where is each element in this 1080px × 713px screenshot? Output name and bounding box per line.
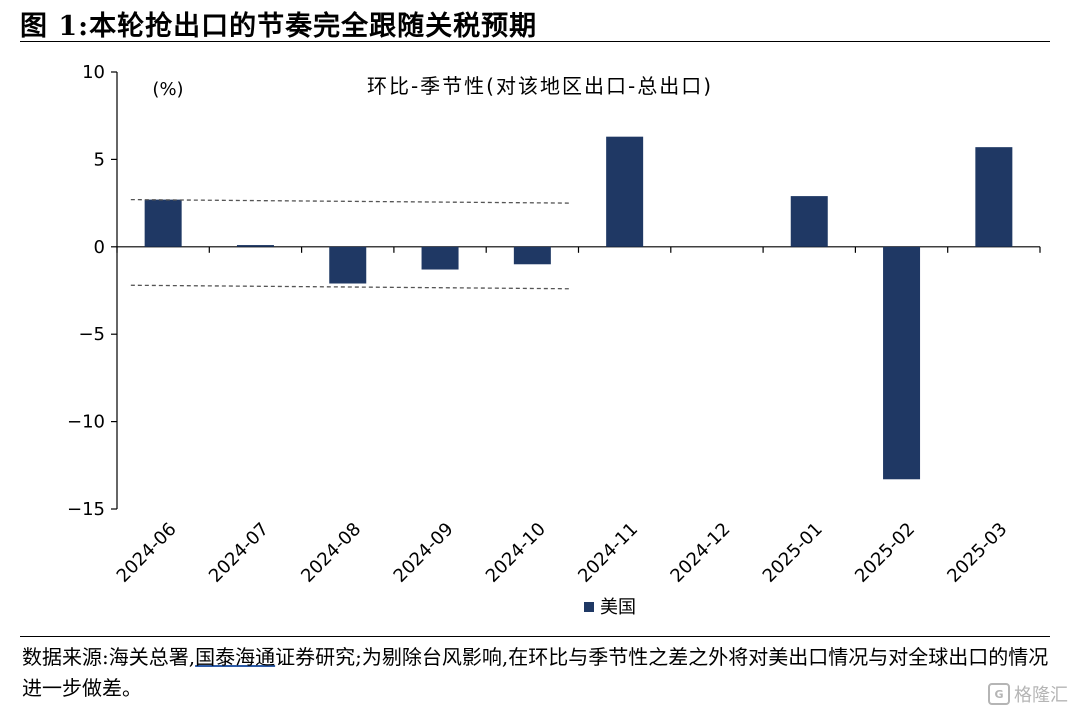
bar: [975, 147, 1013, 247]
y-tick-label: 10: [82, 62, 105, 83]
watermark-badge-icon: G: [988, 683, 1010, 705]
unit-label: (%): [152, 79, 183, 100]
reference-line: [130, 198, 570, 204]
bar-chart: 10 5 0 −5 −10 −15 2024-06 2024-07 2024-08 2024-0…: [67, 62, 1041, 618]
x-tick-label: 2025-03: [943, 519, 1011, 587]
bar: [513, 246, 551, 265]
y-tick-label: −15: [67, 499, 105, 520]
legend-label: 美国: [600, 597, 636, 618]
x-tick-label: 2024-11: [574, 519, 642, 587]
y-tick-label: 5: [94, 149, 105, 170]
bar: [236, 245, 274, 247]
bar: [606, 136, 644, 247]
y-tick-label: −10: [67, 412, 105, 433]
source-label: 数据来源:: [22, 645, 109, 669]
bar: [421, 246, 459, 270]
legend-swatch: [584, 602, 594, 612]
x-tick-label: 2025-01: [759, 519, 827, 587]
x-tick-label: 2024-07: [205, 519, 273, 587]
y-tick-label: −5: [78, 324, 105, 345]
x-tick-label: 2024-09: [390, 519, 458, 587]
reference-lines: [130, 198, 570, 290]
source-text-a: 海关总署,: [108, 645, 196, 669]
y-tick-label: 0: [94, 237, 105, 258]
chart-title: 环比-季节性(对该地区出口-总出口): [367, 74, 713, 98]
x-tick-label: 2025-02: [851, 519, 919, 587]
bar: [329, 246, 367, 284]
x-tick-label: 2024-10: [482, 519, 550, 587]
bar: [144, 199, 182, 247]
bar: [790, 196, 828, 247]
top-rule: [20, 41, 1050, 42]
watermark-text: 格隆汇: [1014, 685, 1068, 706]
x-tick-label: 2024-08: [297, 519, 365, 587]
legend: 美国: [584, 597, 636, 618]
figure-title: 图 1:本轮抢出口的节奏完全跟随关税预期: [20, 11, 538, 42]
x-tick-label: 2024-06: [113, 519, 181, 587]
source-text-c: 证券研究;为剔除台风影响,在环比与季节性之差之外将对美出口情况与对全球出口的情况…: [22, 645, 1049, 700]
source-note: 数据来源:海关总署,国泰海通证券研究;为剔除台风影响,在环比与季节性之差之外将对…: [22, 642, 1062, 704]
reference-line: [130, 284, 570, 290]
watermark: G 格隆汇: [988, 681, 1068, 707]
source-text-b: 国泰海通: [195, 645, 276, 669]
bottom-rule: [20, 636, 1050, 637]
bar-series: [144, 136, 1013, 480]
x-tick-label: 2024-12: [666, 519, 734, 587]
y-axis: 10 5 0 −5 −10 −15: [67, 62, 118, 520]
bar: [883, 246, 921, 480]
